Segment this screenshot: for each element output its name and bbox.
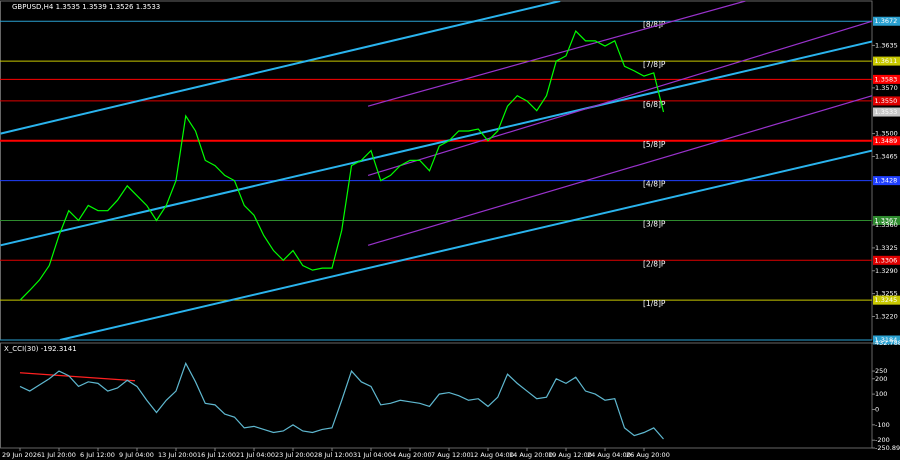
y-tick-label: 432.788 <box>875 339 900 347</box>
level-name: [3/8]P <box>643 219 666 228</box>
y-tick-label: -200 <box>875 436 890 444</box>
level-tag <box>873 16 900 26</box>
level-tag <box>873 176 900 186</box>
x-tick-label: 1 Jul 20:00 <box>41 451 76 459</box>
x-tick-label: 28 Jul 12:00 <box>314 451 353 459</box>
level-tag-label: 1.3306 <box>875 256 898 264</box>
y-tick-label: 1.3570 <box>875 84 898 92</box>
trendline <box>367 95 872 246</box>
level-name: [2/8]P <box>643 259 666 268</box>
y-tick-label: 1.3635 <box>875 41 898 49</box>
y-tick-label: 1.3500 <box>875 130 898 138</box>
level-tag <box>873 255 900 265</box>
last-price-tag <box>873 107 900 117</box>
level-tag <box>873 215 900 225</box>
x-tick-label: 23 Jul 20:00 <box>275 451 314 459</box>
y-tick-label: 1.3325 <box>875 244 898 252</box>
hline-tag <box>873 74 900 84</box>
x-tick-label: 6 Jul 12:00 <box>80 451 115 459</box>
level-tag <box>873 136 900 146</box>
y-tick-label: 1.3255 <box>875 290 898 298</box>
x-tick-label: 14 Aug 20:00 <box>509 451 553 459</box>
y-tick-label: 1.3360 <box>875 221 898 229</box>
level-tag-label: 1.3428 <box>875 177 898 185</box>
x-tick-label: 24 Aug 04:00 <box>587 451 631 459</box>
y-tick-label: 1.3220 <box>875 312 898 320</box>
y-tick-label: -100 <box>875 421 890 429</box>
trendline <box>0 40 872 247</box>
level-tag <box>873 96 900 106</box>
price-line <box>19 361 664 440</box>
last-price-label: 1.3533 <box>875 108 898 116</box>
trendline <box>367 20 872 176</box>
x-tick-label: 16 Jul 12:00 <box>197 451 236 459</box>
level-tag <box>873 56 900 66</box>
panel-frame <box>0 342 873 449</box>
level-tag-label: 1.3489 <box>875 137 898 145</box>
level-tag <box>873 335 900 345</box>
trendline <box>367 1 746 107</box>
y-tick-label: 100 <box>875 390 887 398</box>
trendline <box>19 372 136 382</box>
level-name: [5/8]P <box>643 140 666 149</box>
y-tick-label: 200 <box>875 375 887 383</box>
y-tick-label: 250 <box>875 367 887 375</box>
level-name: [8/8]P <box>643 20 666 29</box>
x-tick-label: 26 Aug 20:00 <box>626 451 670 459</box>
level-name: [4/8]P <box>643 180 666 189</box>
x-tick-label: 31 Jul 04:00 <box>353 451 392 459</box>
hline-tag-label: 1.3583 <box>875 75 898 83</box>
level-tag-label: 1.3611 <box>875 57 898 65</box>
level-tag-label: 1.3672 <box>875 17 898 25</box>
level-name: [7/8]P <box>643 60 666 69</box>
x-tick-label: 9 Jul 04:00 <box>119 451 154 459</box>
level-tag <box>873 295 900 305</box>
level-name: [1/8]P <box>643 299 666 308</box>
level-tag-label: 1.3184 <box>875 336 898 344</box>
y-tick-label: 1.3290 <box>875 267 898 275</box>
chart-title: X_CCI(30) -192.3141 <box>4 345 77 353</box>
x-tick-label: 21 Jul 04:00 <box>236 451 275 459</box>
level-name: [6/8]P <box>643 100 666 109</box>
x-tick-label: 12 Aug 04:00 <box>470 451 514 459</box>
level-tag-label: 1.3245 <box>875 296 898 304</box>
x-tick-label: 13 Jul 20:00 <box>158 451 197 459</box>
price-line <box>19 29 665 301</box>
x-tick-label: 7 Aug 12:00 <box>431 451 471 459</box>
x-tick-label: 29 Jun 2026 <box>2 451 41 459</box>
level-tag-label: 1.3367 <box>875 216 898 224</box>
chart-title: GBPUSD,H4 1.3535 1.3539 1.3526 1.3533 <box>12 3 160 11</box>
y-tick-label: -250.897 <box>875 444 900 452</box>
trendline <box>59 149 872 340</box>
trendline <box>0 1 561 135</box>
y-tick-label: 0 <box>875 405 879 413</box>
x-tick-label: 4 Aug 20:00 <box>392 451 432 459</box>
y-tick-label: 1.3465 <box>875 152 898 160</box>
level-tag-label: 1.3550 <box>875 97 898 105</box>
x-tick-label: 19 Aug 12:00 <box>548 451 592 459</box>
